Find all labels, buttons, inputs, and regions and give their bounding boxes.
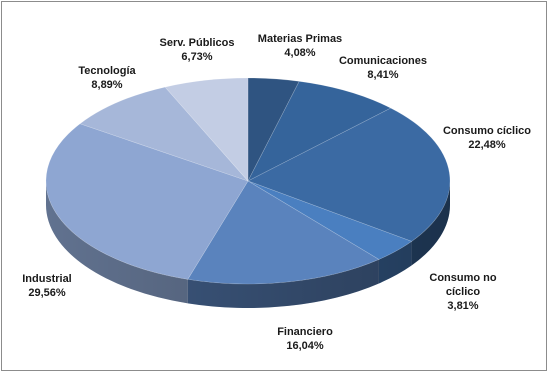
slice-value-serv-publicos: 6,73% [181,51,212,63]
slice-tecnologia[interactable] [79,86,249,182]
slice-label-materias-primas: Materias Primas [258,33,342,45]
slice-label-tecnologia: Tecnología [78,65,136,77]
slice-value-comunicaciones: 8,41% [367,69,398,81]
slice-value-industrial: 29,56% [28,287,66,299]
slice-label-comunicaciones: Comunicaciones [339,55,427,67]
slice-materias-primas[interactable] [247,77,300,182]
slice-label-serv-publicos: Serv. Públicos [160,37,235,49]
slice-value-consumo-no-ciclico: 3,81% [447,300,478,312]
slice-industrial[interactable] [45,123,249,280]
slice-value-financiero: 16,04% [286,340,324,352]
slice-consumo-no-ciclico[interactable] [247,180,413,260]
slice-value-tecnologia: 8,89% [91,79,122,91]
slice-label-financiero: Financiero [277,326,333,338]
slice-label-industrial: Industrial [22,273,72,285]
slice-value-materias-primas: 4,08% [284,47,315,59]
slice-label-consumo-no-ciclico: Consumo no [429,272,496,284]
pie-rim-shade [46,181,450,308]
slice-label-consumo-ciclico: Consumo cíclico [443,125,531,137]
slice-financiero[interactable] [187,180,380,285]
slice-serv-publicos[interactable] [164,77,249,182]
slice-consumo-ciclico[interactable] [247,107,451,242]
slice-value-consumo-ciclico: 22,48% [468,139,506,151]
slice-label-consumo-no-ciclico: cíclico [446,286,481,298]
slice-comunicaciones[interactable] [247,81,392,182]
